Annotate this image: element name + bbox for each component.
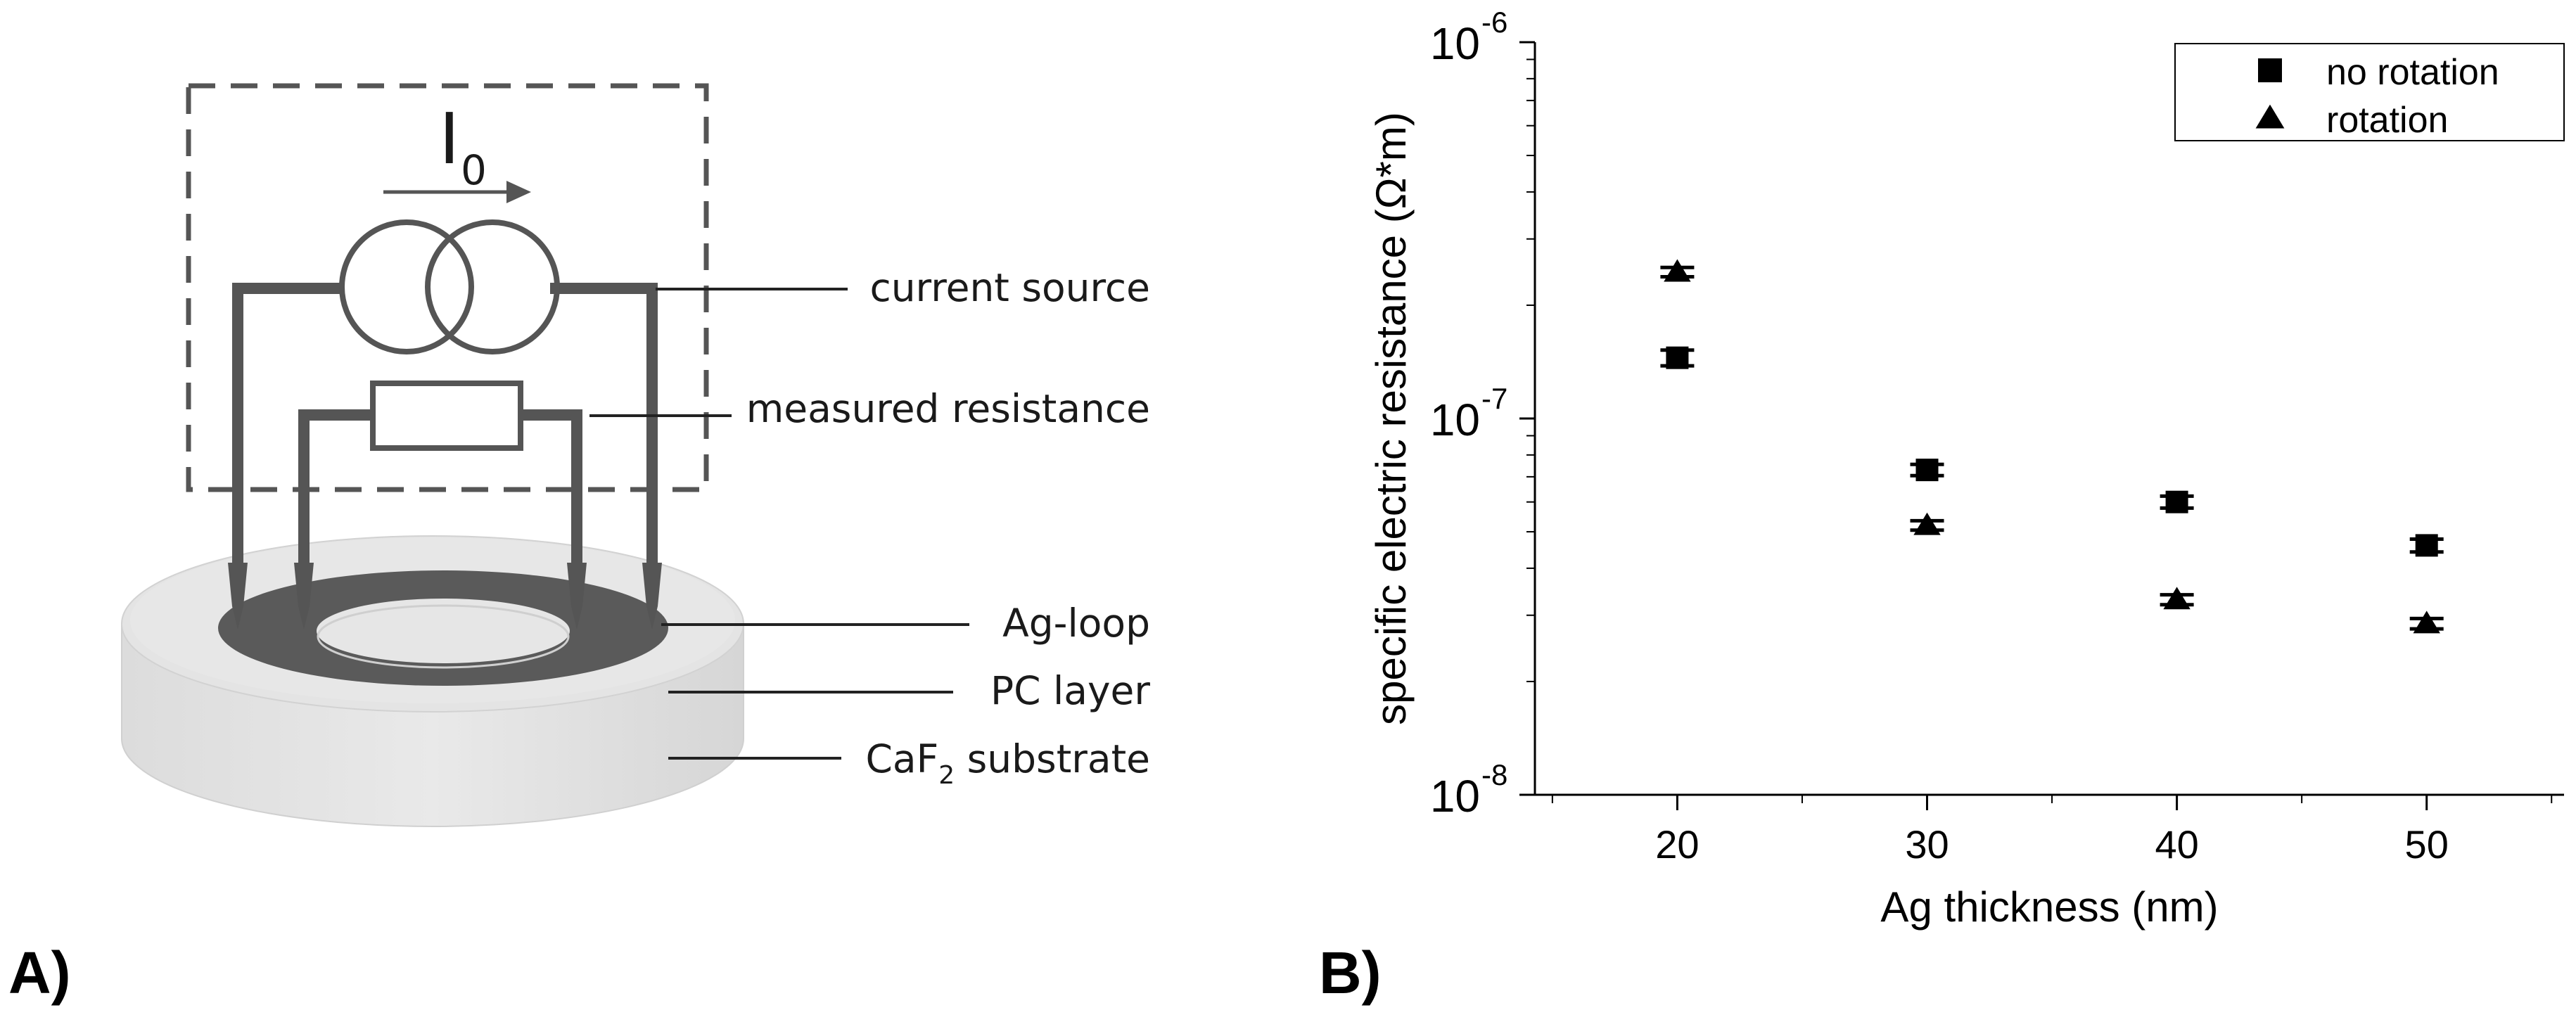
data-point-no-rotation <box>2165 490 2188 513</box>
legend-box <box>2174 43 2565 141</box>
x-tick-label: 50 <box>2405 822 2449 867</box>
ag-loop <box>218 570 668 686</box>
y-tick-label: 10 <box>1430 771 1480 822</box>
current-symbol: I <box>439 98 460 180</box>
sense-wire-right <box>521 409 582 582</box>
resistor-symbol <box>370 381 523 451</box>
panel-label-b: B) <box>1319 940 1382 1006</box>
label-substrate: CaF2 substrate <box>865 736 1150 790</box>
leader-lines <box>589 288 969 760</box>
label-pc-layer: PC layer <box>990 668 1150 713</box>
substrate-suffix: substrate <box>955 736 1150 781</box>
data-point-no-rotation <box>2415 534 2438 557</box>
label-measured-resistance: measured resistance <box>746 386 1150 431</box>
x-axis-label: Ag thickness (nm) <box>1880 883 2218 931</box>
panel-label-a: A) <box>8 940 71 1006</box>
current-wire-right <box>550 283 658 582</box>
y-tick-label-exponent: -7 <box>1481 382 1507 415</box>
x-tick-label: 30 <box>1905 822 1949 867</box>
data-point-rotation <box>1913 512 1941 535</box>
y-tick-label-exponent: -8 <box>1481 758 1507 791</box>
current-subscript: 0 <box>461 146 487 194</box>
probe-tips <box>228 563 662 629</box>
legend-label-no-rotation: no rotation <box>2326 52 2499 93</box>
x-tick-label: 40 <box>2155 822 2198 867</box>
y-tick-label-exponent: -6 <box>1481 6 1507 39</box>
current-arrow-head <box>506 181 531 203</box>
legend-marker-no-rotation <box>2258 58 2282 82</box>
y-tick-label: 10 <box>1430 18 1480 69</box>
current-source-symbol <box>339 219 560 354</box>
data-point-rotation <box>2413 611 2440 634</box>
sense-wire-left <box>298 409 373 582</box>
legend-label-rotation: rotation <box>2326 100 2448 141</box>
x-tick-label: 20 <box>1655 822 1699 867</box>
legend-marker-rotation <box>2255 104 2285 129</box>
label-current-source: current source <box>869 265 1150 310</box>
substrate-subscript: 2 <box>938 761 955 790</box>
data-point-rotation <box>1664 259 1691 282</box>
current-wire-left <box>232 283 343 582</box>
y-tick-label: 10 <box>1430 395 1480 445</box>
data-point-rotation <box>2163 587 2191 610</box>
data-point-no-rotation <box>1915 459 1939 482</box>
data-point-no-rotation <box>1666 346 1689 369</box>
schematic-panel: I 0 current source me <box>8 83 1150 1006</box>
substrate-prefix: CaF <box>865 736 938 781</box>
y-axis-label: specific electric resistance (Ω*m) <box>1367 112 1415 725</box>
label-ag-loop: Ag-loop <box>1002 601 1150 646</box>
